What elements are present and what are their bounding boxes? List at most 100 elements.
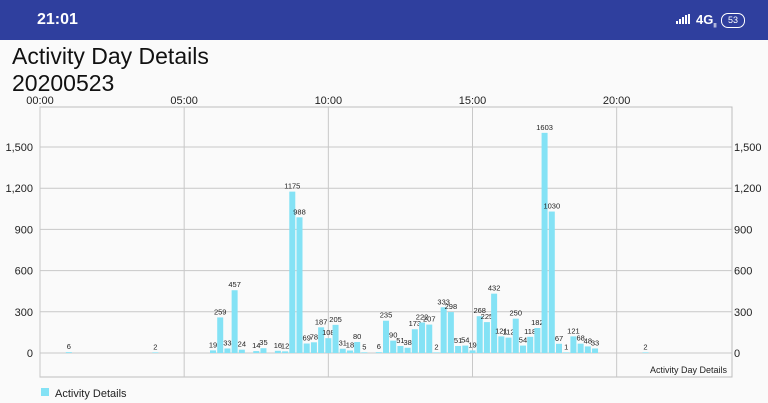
y-tick-label-right: 900 [734, 224, 752, 236]
bar [419, 322, 426, 353]
network-type: 4Gll [696, 12, 717, 30]
bar-value-label: 51 [454, 336, 462, 345]
bar-value-label: 235 [380, 311, 393, 320]
bar [310, 342, 317, 353]
bar [231, 290, 238, 353]
bar [512, 318, 519, 353]
bar [339, 348, 346, 353]
bar [548, 211, 555, 353]
bar-value-label: 988 [293, 207, 306, 216]
bar-value-label: 108 [322, 328, 335, 337]
bar [411, 329, 418, 353]
bar-value-label: 35 [259, 338, 267, 347]
bar-value-label: 12 [281, 341, 289, 350]
bar [447, 312, 454, 353]
bar-value-label: 54 [519, 336, 527, 345]
bar [556, 343, 562, 353]
bar [217, 317, 224, 353]
bar [361, 352, 368, 353]
y-tick-label-left: 600 [15, 266, 33, 278]
bar-value-label: 121 [567, 326, 580, 335]
bar [224, 348, 231, 353]
bar-value-label: 225 [481, 312, 494, 321]
bar [570, 336, 577, 353]
bar [440, 307, 447, 353]
bar-value-label: 118 [524, 327, 536, 336]
bar-value-label: 80 [353, 332, 361, 341]
x-tick-label: 10:00 [315, 95, 343, 107]
bar-value-label: 33 [223, 338, 231, 347]
status-time: 21:01 [37, 11, 78, 28]
y-tick-label-right: 600 [734, 266, 752, 278]
bar-value-label: 18 [346, 341, 354, 350]
page-subtitle: 20200523 [12, 70, 115, 96]
chart-description: Activity Day Details [650, 365, 728, 375]
bar-value-label: 432 [488, 284, 501, 293]
bar [375, 352, 382, 353]
bar [253, 351, 260, 353]
bar [527, 336, 534, 353]
bar-value-label: 268 [473, 306, 486, 315]
bar [332, 324, 339, 353]
bar-value-label: 333 [437, 297, 450, 306]
bar [541, 132, 548, 353]
bar [260, 348, 267, 353]
bar [238, 349, 245, 353]
bar [491, 293, 498, 353]
bar [282, 351, 289, 353]
bar [318, 327, 325, 353]
bar-value-label: 1175 [284, 182, 300, 191]
bar-value-label: 6 [377, 342, 381, 351]
signal-icon [676, 14, 690, 24]
bar [397, 345, 404, 353]
status-bar: 21:01 4Gll 53 [0, 0, 768, 40]
battery-icon: 53 [721, 13, 745, 28]
bar-value-label: 33 [591, 338, 599, 347]
bar [325, 338, 332, 353]
bar [462, 345, 469, 353]
y-tick-label-right: 1,200 [734, 183, 762, 195]
bar [577, 343, 584, 353]
bar [383, 320, 389, 353]
bar [483, 322, 490, 353]
y-tick-label-right: 300 [734, 307, 752, 319]
bar [563, 352, 570, 353]
bar [354, 342, 361, 353]
bar-value-label: 1 [564, 342, 568, 351]
x-tick-label: 15:00 [459, 95, 487, 107]
bar-value-label: 31 [339, 339, 347, 348]
bar-value-label: 51 [396, 336, 404, 345]
bar [498, 336, 505, 353]
bar-value-label: 121 [495, 326, 508, 335]
bar-value-label: 173 [409, 319, 422, 328]
x-tick-label: 20:00 [603, 95, 631, 107]
bar-value-label: 67 [555, 334, 563, 343]
y-tick-label-left: 1,500 [5, 142, 33, 154]
y-tick-label-left: 0 [27, 348, 33, 360]
bar-value-label: 187 [315, 317, 328, 326]
bar-value-label: 207 [423, 315, 436, 324]
bar [65, 352, 72, 353]
bar-value-label: 1030 [543, 202, 560, 211]
bar-value-label: 24 [238, 340, 246, 349]
bar-value-label: 54 [461, 336, 469, 345]
bar-value-label: 298 [445, 302, 458, 311]
bar-value-label: 14 [252, 341, 260, 350]
bar [505, 337, 512, 353]
bar-value-label: 2 [434, 342, 438, 351]
bar [303, 343, 310, 353]
bar-value-label: 38 [403, 338, 411, 347]
y-tick-label-left: 900 [15, 224, 33, 236]
bar-value-label: 205 [329, 315, 342, 324]
bar-value-label: 68 [576, 334, 584, 343]
y-tick-label-right: 0 [734, 348, 740, 360]
bar-value-label: 19 [468, 340, 476, 349]
bar [642, 352, 649, 353]
page-title: Activity Day Details [12, 43, 209, 69]
x-tick-label: 05:00 [170, 95, 198, 107]
bar [584, 346, 591, 353]
bar [592, 348, 599, 353]
bar-value-label: 5 [362, 342, 366, 351]
bar-value-label: 250 [509, 309, 522, 318]
